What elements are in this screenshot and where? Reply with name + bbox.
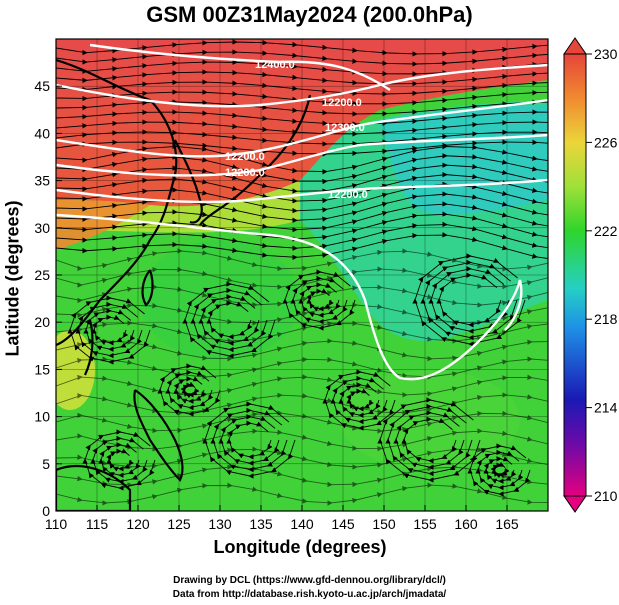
y-tick-label: 30 <box>34 220 50 236</box>
colorbar-label: 210 <box>594 488 618 504</box>
height-contours <box>56 43 548 381</box>
x-tick-label: 135 <box>249 516 273 532</box>
y-tick-label: 40 <box>34 125 50 141</box>
streamline <box>56 69 548 87</box>
contour-12200-a <box>56 98 548 158</box>
x-tick-label: 125 <box>167 516 191 532</box>
streamlines <box>56 39 548 506</box>
contour-label: 12200.0 <box>328 189 368 201</box>
x-tick-label: 115 <box>86 516 109 532</box>
contour-12000 <box>56 213 523 381</box>
colorbar-bottom-arrow <box>563 495 587 513</box>
credit-data-source: Data from http://database.rish.kyoto-u.a… <box>172 589 447 600</box>
x-axis: 110 115 120 125 130 135 140 145 150 155 160 165 <box>45 505 519 532</box>
contour-label: 12200.0 <box>225 151 265 163</box>
colorbar-label: 226 <box>594 134 618 150</box>
colorbar-label: 214 <box>594 400 618 416</box>
y-tick-label: 0 <box>42 503 50 519</box>
y-axis-title: Latitude (degrees) <box>2 200 23 357</box>
map-panel: 12400.0 12200.0 12300.0 12200.0 12200.0 … <box>56 39 548 511</box>
colorbar-label: 222 <box>594 223 618 239</box>
x-tick-label: 140 <box>290 516 314 532</box>
y-tick-label: 20 <box>34 314 50 330</box>
y-axis: 0 5 10 15 20 25 30 35 40 45 <box>34 78 62 519</box>
x-tick-label: 165 <box>495 516 519 532</box>
x-tick-label: 160 <box>454 516 478 532</box>
contour-label: 12400.0 <box>255 59 295 71</box>
streamline <box>56 392 548 416</box>
y-tick-label: 25 <box>34 267 50 283</box>
x-tick-label: 110 <box>45 516 68 532</box>
x-tick-label: 155 <box>413 516 437 532</box>
x-tick-label: 145 <box>331 516 355 532</box>
y-tick-label: 45 <box>34 78 50 94</box>
y-tick-label: 10 <box>34 409 50 425</box>
contour-label: 12200.0 <box>225 167 265 179</box>
colorbar-top-arrow <box>563 37 587 55</box>
y-tick-label: 15 <box>34 361 50 377</box>
contour-12200-c <box>56 178 548 204</box>
streamline <box>56 356 548 380</box>
x-axis-title: Longitude (degrees) <box>213 537 387 557</box>
colorbar-label: 218 <box>594 311 618 327</box>
credit-dcl: Drawing by DCL (https://www.gfd-dennou.o… <box>173 575 446 586</box>
x-tick-label: 120 <box>126 516 150 532</box>
contour-12300 <box>56 63 548 108</box>
colorbar-label: 230 <box>594 46 618 62</box>
contour-12400 <box>89 43 391 91</box>
chart-title: GSM 00Z31May2024 (200.0hPa) <box>146 2 473 27</box>
streamline <box>56 374 548 398</box>
x-tick-label: 150 <box>372 516 396 532</box>
colorbar: 230 226 222 218 214 210 <box>563 37 618 513</box>
streamline <box>56 482 548 506</box>
contour-12200-b <box>56 133 548 177</box>
y-tick-label: 35 <box>34 173 50 189</box>
colorbar-scale <box>563 53 587 497</box>
x-tick-label: 130 <box>208 516 232 532</box>
y-tick-label: 5 <box>42 456 50 472</box>
contour-label: 12200.0 <box>322 97 362 109</box>
contour-label: 12300.0 <box>325 122 365 134</box>
streamline <box>56 338 548 362</box>
